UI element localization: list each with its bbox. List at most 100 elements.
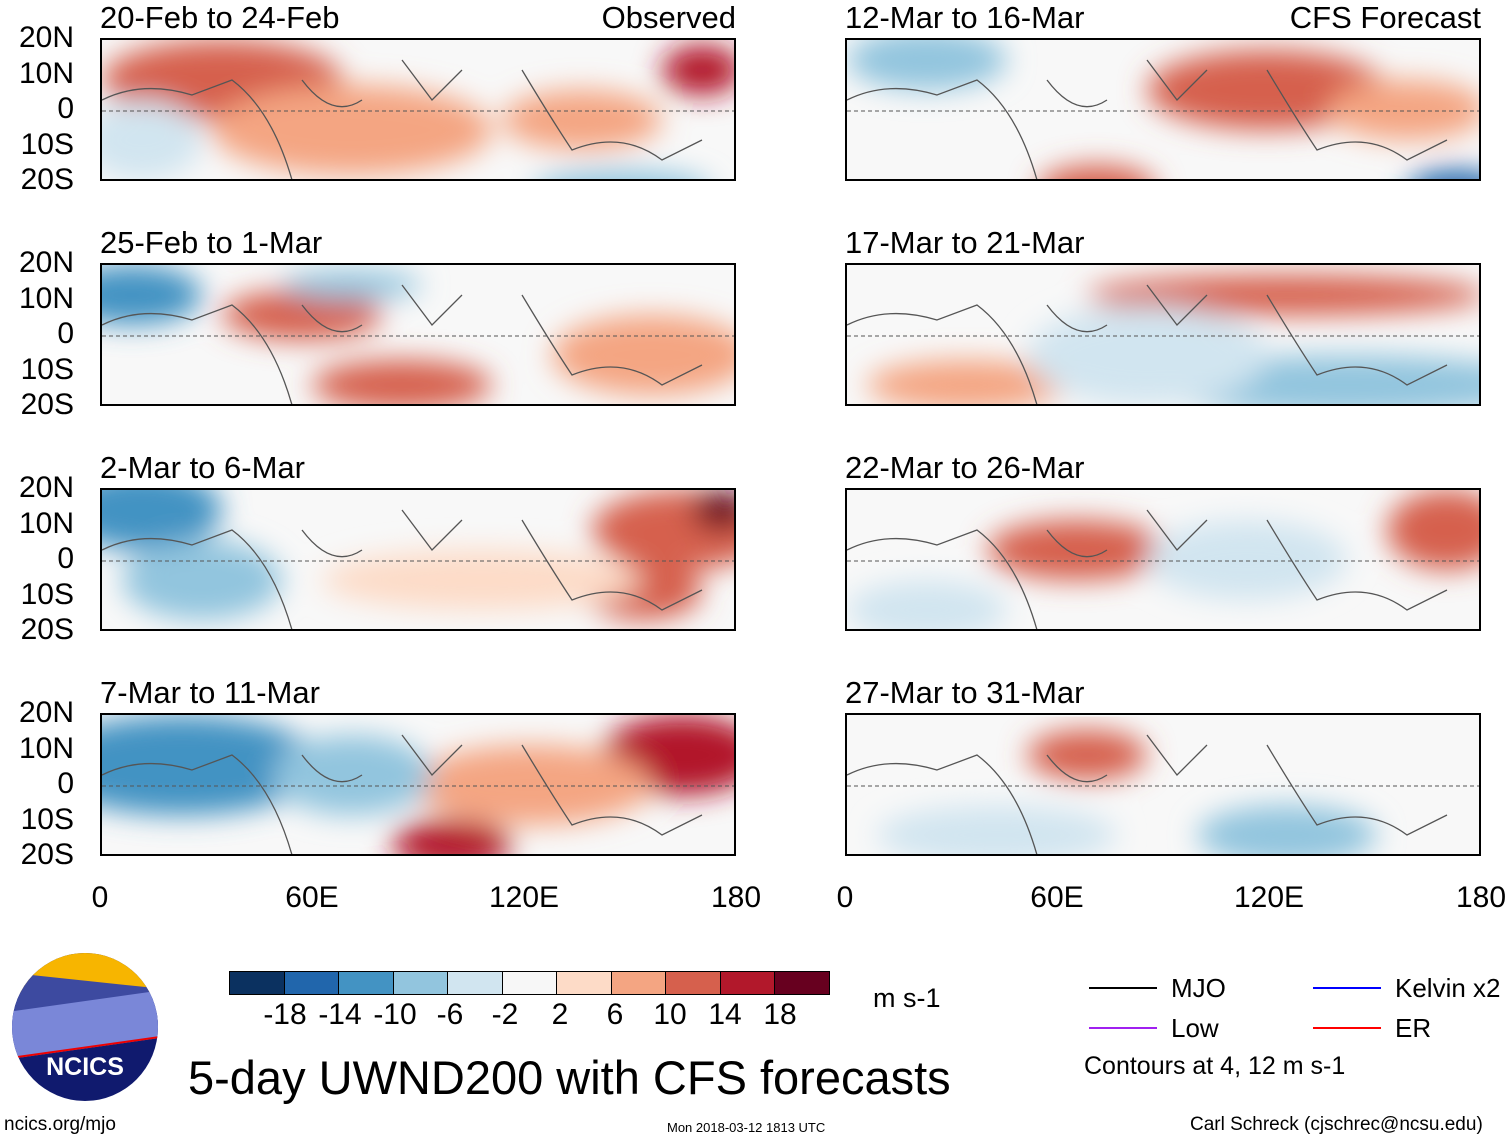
- colorbar-label: 2: [551, 998, 569, 1031]
- lat-label: 10S: [20, 127, 74, 161]
- coastline: [847, 509, 1448, 629]
- lat-label: 10N: [18, 731, 74, 765]
- wind-anomaly-area: [122, 540, 282, 620]
- colorbar-swatch: [611, 972, 666, 994]
- wind-anomaly-area: [1043, 165, 1151, 179]
- wind-anomaly-area: [662, 45, 734, 95]
- map-panel: [845, 713, 1481, 856]
- legend-label: MJO: [1171, 973, 1226, 1003]
- lat-label: 20N: [18, 471, 74, 504]
- legend-label: Kelvin x2: [1395, 973, 1501, 1003]
- wind-anomaly-area: [502, 90, 662, 150]
- chart-title: 5-day UWND200 with CFS forecasts: [188, 1051, 951, 1104]
- lat-label: 20N: [18, 246, 74, 279]
- lat-label: 20N: [18, 696, 74, 729]
- lat-label: 0: [57, 317, 74, 350]
- wind-anomaly-area: [552, 315, 734, 395]
- wind-anomaly-area: [546, 170, 698, 179]
- panel-title: 17-Mar to 21-Mar: [845, 225, 1085, 260]
- wind-anomaly-area: [877, 805, 1117, 854]
- wind-anomaly-area: [272, 735, 432, 815]
- lat-label: 10N: [18, 281, 74, 315]
- map-panel: [845, 263, 1481, 406]
- legend-line-low: [1089, 1027, 1157, 1029]
- wind-anomaly-area: [392, 820, 512, 854]
- map-panel: [100, 38, 736, 181]
- map-panel: [100, 263, 736, 406]
- lat-label: 10S: [20, 802, 74, 836]
- coastline: [102, 59, 703, 179]
- wind-anomaly-area: [322, 550, 642, 610]
- coastline: [102, 509, 703, 629]
- colorbar-swatch: [393, 972, 448, 994]
- lat-label: 20S: [20, 838, 74, 871]
- wind-anomaly-area: [1415, 170, 1479, 179]
- legend-line-kelvin: [1313, 987, 1381, 989]
- coastline: [102, 734, 703, 854]
- wind-anomaly-area: [212, 85, 492, 175]
- wind-anomaly-area: [102, 265, 202, 325]
- map-panel: [100, 488, 736, 631]
- wind-anomaly-area: [102, 100, 202, 179]
- wind-anomaly-area: [282, 270, 422, 300]
- lon-label: 180: [1455, 881, 1507, 914]
- colorbar-swatch: [502, 972, 557, 994]
- colorbar-label: 6: [606, 998, 624, 1031]
- lon-label: 60E: [1030, 881, 1084, 914]
- lat-label: 0: [57, 542, 74, 575]
- wind-anomaly-area: [847, 580, 1007, 629]
- wind-anomaly-area: [412, 745, 652, 825]
- legend-note: Contours at 4, 12 m s-1: [1084, 1052, 1346, 1080]
- colorbar-label: -6: [436, 998, 464, 1031]
- wind-anomaly-area: [312, 360, 492, 404]
- panel-title: 25-Feb to 1-Mar: [100, 225, 323, 260]
- lon-label: 120E: [1233, 881, 1305, 914]
- lat-label: 10N: [18, 56, 74, 90]
- wind-anomaly-area: [102, 490, 222, 550]
- colorbar-label: -10: [373, 998, 417, 1031]
- panel-title: 20-Feb to 24-Feb: [100, 0, 340, 35]
- colorbar-swatch: [557, 972, 612, 994]
- wind-anomaly-area: [692, 490, 734, 530]
- lon-label: 0: [836, 881, 854, 914]
- coastline: [847, 284, 1448, 404]
- lat-label: 20N: [18, 21, 74, 54]
- ncics-logo: NCICS: [12, 953, 158, 1101]
- wind-anomaly-area: [987, 520, 1167, 580]
- legend-label: ER: [1395, 1013, 1432, 1043]
- wind-anomaly-area: [1327, 80, 1479, 140]
- lat-label: 10N: [18, 506, 74, 540]
- wind-anomaly-area: [867, 360, 1067, 404]
- lat-label: 0: [57, 767, 74, 800]
- logo-text: NCICS: [46, 1053, 124, 1081]
- units-label: m s-1: [873, 983, 941, 1013]
- lon-label: 60E: [285, 881, 339, 914]
- panel-title: 2-Mar to 6-Mar: [100, 450, 305, 485]
- lat-label: 0: [57, 92, 74, 125]
- footer-url[interactable]: ncics.org/mjo: [4, 1114, 116, 1135]
- wind-anomaly-area: [102, 715, 322, 815]
- colorbar-swatch: [448, 972, 503, 994]
- colorbar-swatch: [230, 972, 285, 994]
- lat-label: 20S: [20, 163, 74, 196]
- colorbar-label: 18: [763, 998, 797, 1031]
- lat-label: 20S: [20, 388, 74, 421]
- lat-label: 10S: [20, 352, 74, 386]
- footer-timestamp: Mon 2018-03-12 1813 UTC: [667, 1120, 826, 1135]
- wind-anomaly-area: [222, 290, 382, 340]
- wind-anomaly-area: [1087, 275, 1479, 315]
- wind-anomaly-area: [847, 40, 1007, 90]
- wind-anomaly-area: [1027, 305, 1267, 404]
- lat-label: 10S: [20, 577, 74, 611]
- wind-anomaly-area: [1027, 730, 1147, 780]
- wind-anomaly-area: [1147, 520, 1347, 600]
- lon-label: 180: [710, 881, 762, 914]
- legend-label: Low: [1171, 1013, 1219, 1043]
- colorbar-swatch: [339, 972, 394, 994]
- colorbar: [229, 971, 830, 995]
- panel-title: 12-Mar to 16-Mar: [845, 0, 1085, 35]
- colorbar-swatch: [284, 972, 339, 994]
- colorbar-label: -18: [263, 998, 307, 1031]
- colorbar-swatch: [775, 972, 829, 994]
